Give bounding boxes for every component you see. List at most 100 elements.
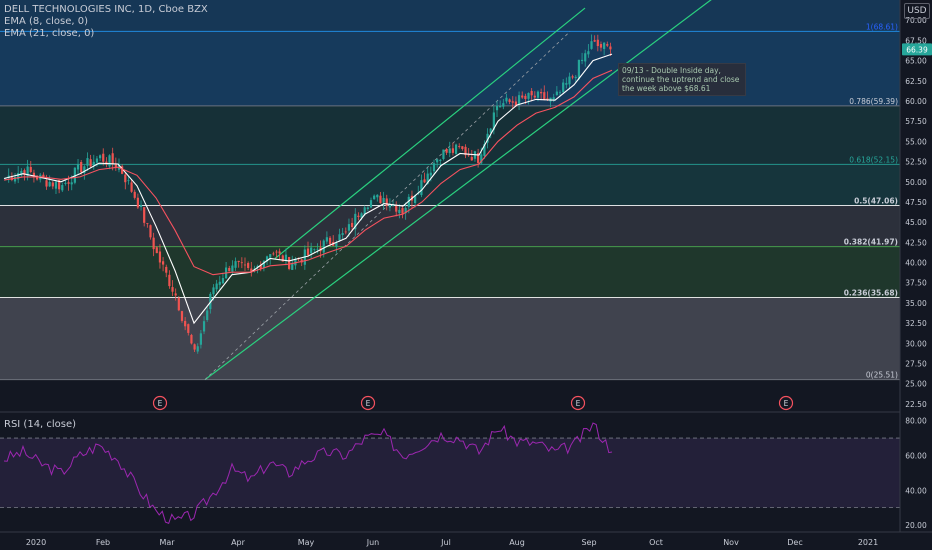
- channel-lower-line[interactable]: [204, 0, 735, 381]
- time-tick-label: Jun: [366, 538, 380, 547]
- ema-line: [3, 69, 613, 276]
- candle-body: [102, 153, 105, 162]
- candle-body: [596, 39, 599, 47]
- time-tick-label: Sep: [581, 538, 596, 547]
- price-tick-label: 22.50: [905, 400, 927, 409]
- candle-body: [250, 268, 253, 272]
- earnings-marker[interactable]: [152, 395, 168, 411]
- candle-body: [366, 207, 369, 210]
- candle-body: [546, 98, 549, 100]
- earnings-marker[interactable]: [360, 395, 376, 411]
- candle-body: [477, 153, 480, 163]
- candle-body: [436, 159, 439, 163]
- candle-body: [492, 112, 495, 130]
- candle-body: [609, 46, 612, 50]
- candle-body: [287, 257, 291, 269]
- rsi-tick-label: 40.00: [905, 486, 927, 495]
- candle-body: [89, 159, 92, 167]
- candle-body: [281, 255, 284, 262]
- candle-body: [265, 256, 269, 262]
- candle-body: [310, 247, 313, 254]
- candle-body: [495, 105, 499, 111]
- candle-body: [590, 41, 593, 49]
- price-tick-label: 67.50: [905, 36, 927, 45]
- fib-level-label: 0.382(41.97): [844, 238, 898, 247]
- fib-band: [0, 297, 900, 380]
- price-tick-label: 42.50: [905, 238, 927, 247]
- candle-body: [511, 101, 514, 103]
- candle-body: [92, 161, 95, 166]
- symbol-title[interactable]: DELL TECHNOLOGIES INC, 1D, Cboe BZX: [4, 4, 208, 15]
- candle-body: [606, 44, 609, 46]
- candle-body: [168, 274, 171, 287]
- last-price-badge: [902, 43, 932, 56]
- channel-upper-line[interactable]: [274, 7, 586, 259]
- earnings-marker-label: E: [576, 399, 581, 408]
- candle-body: [67, 182, 70, 184]
- candle-body: [218, 281, 221, 285]
- candle-body: [29, 167, 32, 172]
- fib-band: [0, 31, 900, 106]
- candle-body: [95, 158, 99, 163]
- price-tick-label: 55.00: [905, 137, 927, 146]
- candle-body: [499, 105, 502, 108]
- candle-body: [193, 344, 196, 350]
- ema-line: [3, 53, 613, 325]
- candle-body: [486, 133, 489, 143]
- time-tick-label: 2020: [26, 538, 46, 547]
- candle-body: [316, 248, 319, 250]
- fib-band: [0, 164, 900, 206]
- candle-body: [184, 320, 187, 327]
- fib-level-label: 1(68.61): [866, 22, 898, 31]
- earnings-marker[interactable]: [778, 395, 794, 411]
- price-tick-label: 60.00: [905, 97, 927, 106]
- candle-body: [533, 95, 536, 98]
- price-axis-background[interactable]: [900, 0, 932, 550]
- rsi-legend[interactable]: RSI (14, close): [4, 419, 77, 430]
- candle-body: [259, 265, 262, 269]
- candle-body: [83, 166, 86, 173]
- price-tick-label: 50.00: [905, 178, 927, 187]
- candle-body: [536, 91, 540, 98]
- currency-button[interactable]: USD: [904, 3, 930, 19]
- time-tick-label: Aug: [509, 538, 525, 547]
- earnings-marker-label: E: [366, 399, 371, 408]
- candle-body: [464, 146, 467, 156]
- candle-body: [382, 197, 385, 203]
- candle-body: [369, 200, 373, 208]
- candle-body: [426, 173, 429, 184]
- candle-body: [341, 233, 344, 236]
- price-tick-label: 57.50: [905, 117, 927, 126]
- candle-body: [228, 267, 231, 272]
- price-tick-label: 40.00: [905, 259, 927, 268]
- rsi-tick-label: 60.00: [905, 451, 927, 460]
- fib-band: [0, 0, 900, 32]
- candle-body: [23, 170, 26, 176]
- candle-body: [149, 225, 152, 238]
- candle-body: [351, 222, 354, 227]
- candle-body: [158, 251, 162, 263]
- fib-level-label: 0.236(35.68): [844, 288, 898, 297]
- price-tick-label: 30.00: [905, 339, 927, 348]
- candle-body: [325, 237, 329, 242]
- price-tick-label: 37.50: [905, 279, 927, 288]
- candle-body: [20, 170, 23, 176]
- candle-body: [240, 262, 243, 264]
- candle-body: [199, 333, 202, 345]
- ema-slow-legend[interactable]: EMA (21, close, 0): [4, 28, 95, 39]
- candle-body: [454, 144, 458, 154]
- candle-body: [165, 266, 168, 273]
- candle-body: [247, 263, 250, 268]
- candle-body: [603, 42, 606, 49]
- earnings-marker[interactable]: [570, 395, 586, 411]
- candle-body: [45, 180, 48, 187]
- candle-body: [256, 265, 259, 268]
- candle-body: [86, 158, 89, 166]
- trade-note[interactable]: 09/13 - Double Inside day, continue the …: [618, 63, 746, 96]
- candle-body: [489, 128, 492, 133]
- fib-level-label: 0.5(47.06): [854, 197, 898, 206]
- ema-fast-legend[interactable]: EMA (8, close, 0): [4, 16, 88, 27]
- candle-body: [124, 174, 127, 183]
